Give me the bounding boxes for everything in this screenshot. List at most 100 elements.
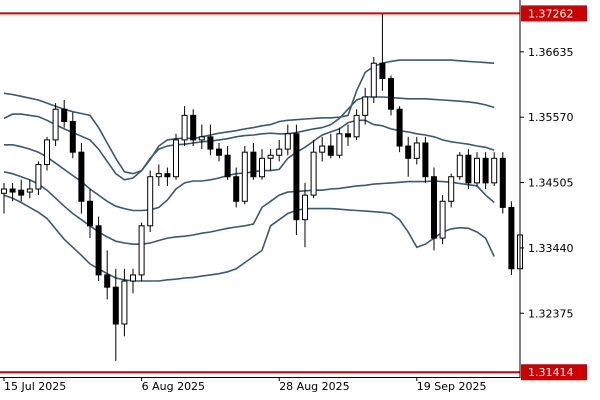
y-tick-label: 1.32375 bbox=[528, 307, 574, 320]
bollinger-bands bbox=[3, 59, 495, 282]
candle-body-bearish bbox=[482, 157, 489, 184]
y-tick-label: 1.34505 bbox=[528, 177, 574, 190]
candle-body-bearish bbox=[164, 173, 171, 178]
bollinger-lower-2sd-line bbox=[3, 194, 495, 282]
candle bbox=[87, 189, 93, 239]
candle-body-bullish bbox=[121, 280, 128, 325]
horizontal-levels: 1.37262 1.31414 bbox=[0, 5, 587, 381]
candle-body-bearish bbox=[422, 142, 429, 178]
candle bbox=[319, 136, 326, 162]
candle bbox=[431, 167, 437, 251]
candle-body-bullish bbox=[353, 114, 360, 138]
candle-body-bullish bbox=[198, 136, 205, 141]
candle bbox=[69, 112, 76, 159]
candle bbox=[241, 146, 248, 205]
candle-body-bearish bbox=[345, 133, 351, 138]
candle-body-bearish bbox=[69, 121, 76, 153]
candle-body-bearish bbox=[379, 62, 386, 80]
candle-body-bullish bbox=[173, 139, 179, 178]
candle bbox=[474, 152, 480, 186]
candle-body-bullish bbox=[241, 151, 248, 202]
candle-body-bearish bbox=[465, 154, 472, 184]
candle-body-bearish bbox=[224, 154, 231, 178]
candle-body-bullish bbox=[284, 133, 291, 150]
candle bbox=[1, 182, 7, 214]
candle-body-bullish bbox=[319, 145, 326, 153]
candle-body-bearish bbox=[78, 151, 85, 202]
candle bbox=[164, 167, 171, 186]
candle bbox=[482, 152, 489, 189]
candle-body-bullish bbox=[336, 133, 343, 156]
x-tick-label: 28 Aug 2025 bbox=[279, 380, 349, 393]
candle bbox=[18, 179, 25, 202]
level-label: 1.37262 bbox=[528, 7, 574, 20]
candle-body-bearish bbox=[431, 176, 437, 239]
candle bbox=[233, 167, 240, 208]
candle-body-bearish bbox=[87, 200, 93, 227]
candle-body-bullish bbox=[35, 163, 42, 190]
candle-body-bullish bbox=[302, 194, 308, 221]
candle bbox=[61, 100, 68, 128]
candle bbox=[345, 124, 351, 147]
candle-body-bullish bbox=[456, 154, 463, 178]
candle bbox=[190, 109, 197, 147]
bollinger-upper-1sd-line bbox=[3, 96, 495, 181]
level-label-box bbox=[521, 364, 587, 381]
candle bbox=[379, 14, 386, 91]
candle-body-bearish bbox=[207, 136, 214, 150]
candle-body-bullish bbox=[370, 62, 377, 98]
candle-body-bearish bbox=[9, 188, 16, 193]
y-tick-label: 1.36635 bbox=[528, 46, 574, 59]
candle bbox=[491, 152, 498, 186]
axis-ticks: 1.36635 1.35570 1.34505 1.33440 1.32375 15 Ju… bbox=[3, 46, 574, 393]
candle-body-bullish bbox=[362, 96, 369, 116]
bollinger-lower-1sd-line bbox=[3, 171, 495, 245]
candle-body-bearish bbox=[95, 225, 102, 276]
candle-body-bearish bbox=[405, 145, 412, 159]
candle-body-bearish bbox=[216, 148, 222, 156]
candle bbox=[95, 216, 102, 282]
candle-body-bearish bbox=[233, 176, 240, 202]
x-tick-label: 19 Sep 2025 bbox=[417, 380, 487, 393]
axes bbox=[0, 0, 521, 378]
candle bbox=[465, 149, 472, 189]
candle bbox=[362, 87, 369, 125]
candle bbox=[198, 124, 205, 150]
candle-body-bearish bbox=[499, 157, 506, 208]
candle bbox=[267, 149, 274, 171]
bollinger-upper-2sd-line bbox=[3, 59, 495, 175]
candle-body-bullish bbox=[44, 139, 50, 165]
candle-body-bullish bbox=[1, 188, 7, 194]
level-label-box bbox=[521, 5, 587, 22]
candle bbox=[413, 136, 420, 165]
candle bbox=[327, 133, 334, 159]
candle-body-bullish bbox=[491, 157, 498, 184]
candle bbox=[456, 152, 463, 180]
x-tick-label: 6 Aug 2025 bbox=[142, 380, 205, 393]
candle bbox=[284, 124, 291, 156]
candle bbox=[173, 133, 179, 180]
candle bbox=[224, 146, 231, 180]
candle bbox=[216, 142, 222, 162]
candle bbox=[353, 109, 360, 140]
candle bbox=[155, 164, 162, 186]
candle bbox=[147, 170, 154, 232]
candle bbox=[44, 136, 50, 171]
candle-body-bullish bbox=[310, 151, 317, 196]
candle-body-bullish bbox=[267, 154, 274, 159]
candle bbox=[207, 124, 214, 156]
candle bbox=[181, 106, 188, 147]
candle bbox=[26, 179, 33, 199]
candle bbox=[439, 195, 446, 245]
candle-body-bullish bbox=[276, 148, 283, 156]
x-tick-label: 15 Jul 2025 bbox=[4, 380, 66, 393]
candle bbox=[104, 250, 111, 300]
candle-body-bullish bbox=[448, 176, 455, 202]
candle-body-bullish bbox=[138, 225, 145, 276]
level-label: 1.31414 bbox=[528, 366, 574, 379]
candle bbox=[508, 201, 515, 275]
candle bbox=[422, 136, 429, 183]
candle bbox=[250, 142, 257, 180]
candle-body-bearish bbox=[190, 114, 197, 141]
